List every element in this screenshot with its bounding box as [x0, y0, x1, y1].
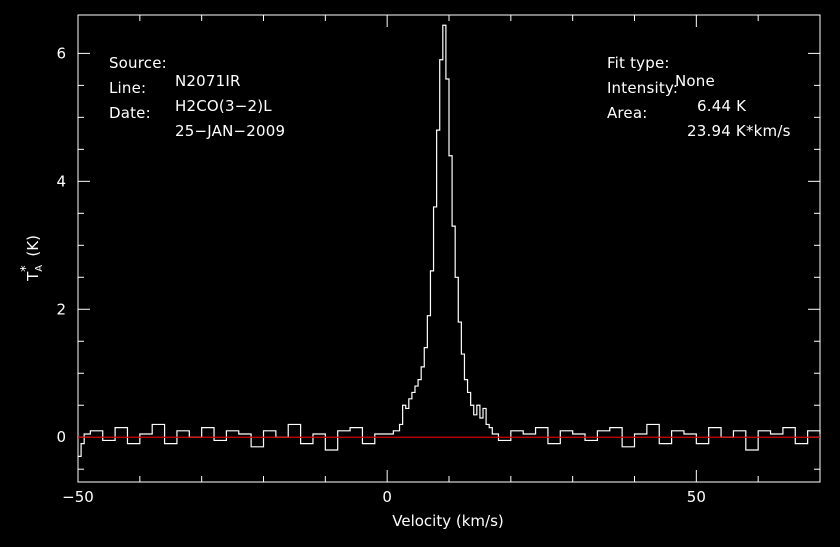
area-value: 23.94 K*km/s — [687, 122, 791, 140]
x-tick-label: 0 — [382, 488, 392, 506]
fit-label: Fit type: — [606, 54, 670, 72]
axis-ticks: −50 0 50 0 2 4 6 — [56, 15, 821, 506]
y-tick-label: 6 — [56, 44, 66, 62]
fit-value: None — [675, 72, 715, 90]
y-axis-label: TA* (K) — [19, 235, 45, 282]
intensity-label: Intensity: — [606, 79, 679, 97]
spectrum-line — [78, 24, 821, 458]
x-tick-label: −50 — [62, 488, 94, 506]
y-tick-label: 0 — [56, 428, 66, 446]
line-row: Line: H2CO(3−2)L — [99, 61, 272, 115]
chart-series — [78, 24, 821, 458]
x-tick-label: 50 — [687, 488, 706, 506]
source-label: Source: — [108, 54, 167, 72]
intensity-row: Intensity: 6.44 K — [597, 61, 746, 115]
date-row: Date: 25−JAN−2009 — [99, 86, 285, 140]
y-tick-label: 4 — [56, 172, 66, 190]
area-label: Area: — [606, 104, 648, 122]
source-value: N2071IR — [175, 72, 241, 90]
date-value: 25−JAN−2009 — [175, 122, 286, 140]
line-value: H2CO(3−2)L — [175, 97, 272, 115]
fit-row: Fit type: None — [597, 36, 715, 90]
source-row: Source: N2071IR — [99, 36, 241, 90]
line-label: Line: — [108, 79, 147, 97]
y-tick-label: 2 — [56, 300, 66, 318]
area-row: Area: 23.94 K*km/s — [597, 86, 790, 140]
date-label: Date: — [108, 104, 151, 122]
svg-text:TA* (K): TA* (K) — [19, 235, 45, 282]
x-axis-label: Velocity (km/s) — [392, 512, 503, 530]
intensity-value: 6.44 K — [697, 97, 747, 115]
